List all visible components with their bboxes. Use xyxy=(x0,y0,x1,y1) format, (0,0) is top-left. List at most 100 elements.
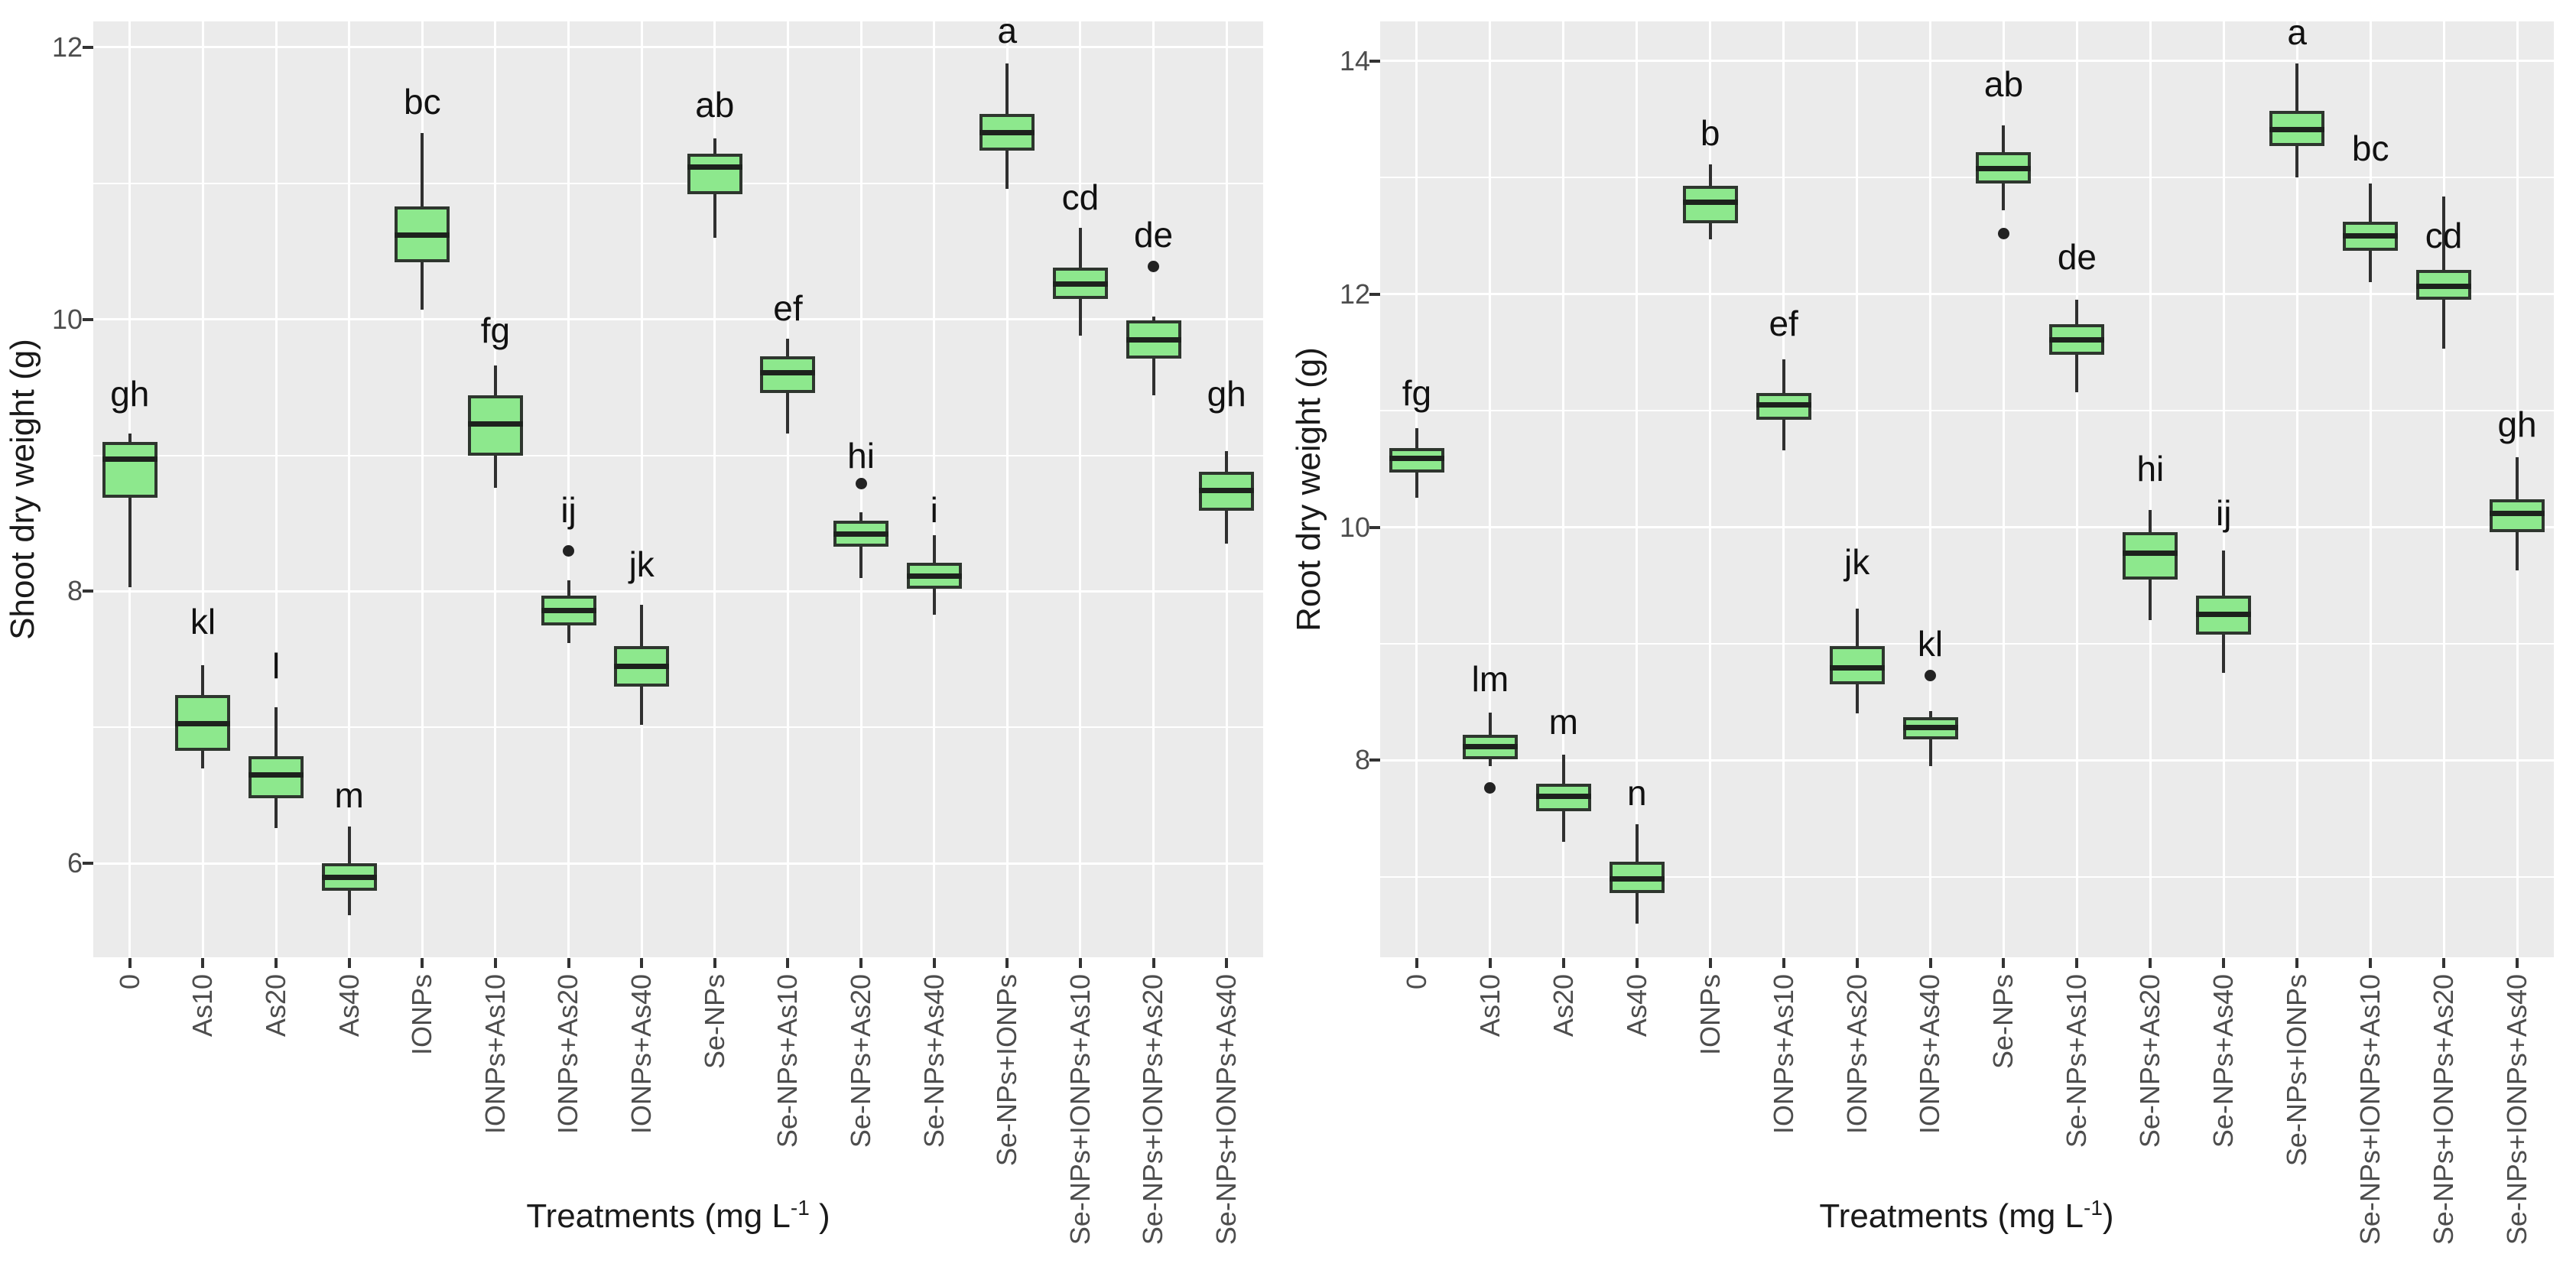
x-tick-label: Se-NPs+IONPs+As10 xyxy=(2354,974,2386,1246)
gridline-vertical xyxy=(1562,21,1565,957)
gridline-vertical xyxy=(2149,21,2152,957)
box-median xyxy=(1199,488,1255,494)
x-tick xyxy=(2516,958,2519,968)
box xyxy=(1829,646,1885,685)
significance-letter: i xyxy=(930,489,938,530)
box xyxy=(2123,531,2178,580)
x-tick xyxy=(1225,958,1229,968)
gridline-minor xyxy=(93,182,1263,184)
significance-letter: n xyxy=(1626,773,1647,814)
significance-letter: bc xyxy=(404,81,441,122)
x-tick xyxy=(201,958,205,968)
significance-letter: m xyxy=(1548,702,1579,742)
x-tick-label: IONPs+As20 xyxy=(1840,974,1873,1135)
x-tick xyxy=(1561,958,1565,968)
significance-letter: bc xyxy=(2351,128,2389,169)
y-tick-label: 6 xyxy=(67,847,83,879)
x-tick xyxy=(1415,958,1418,968)
x-tick-label: Se-NPs+As10 xyxy=(2061,974,2093,1148)
significance-letter: ij xyxy=(2216,493,2232,534)
box-median xyxy=(760,369,816,375)
gridline-minor xyxy=(1380,177,2554,179)
x-tick xyxy=(567,958,570,968)
x-tick-label: Se-NPs+IONPs+As20 xyxy=(1137,974,1169,1246)
x-tick xyxy=(1708,958,1712,968)
gridline-major xyxy=(93,46,1263,49)
significance-letter: kl xyxy=(1917,623,1944,664)
x-tick-label: IONPs+As20 xyxy=(552,974,584,1135)
x-tick-label: IONPs+As10 xyxy=(479,974,511,1135)
gridline-major xyxy=(93,590,1263,593)
x-tick xyxy=(347,958,351,968)
gridline-vertical xyxy=(1636,21,1639,957)
x-tick xyxy=(713,958,716,968)
gridline-vertical xyxy=(567,21,570,957)
gridline-vertical xyxy=(1152,21,1155,957)
x-axis-title-a-suffix: ) xyxy=(809,1197,830,1235)
significance-letter: m xyxy=(334,775,364,816)
significance-letter: cd xyxy=(2425,216,2463,256)
box-median xyxy=(1756,401,1811,408)
y-tick xyxy=(1369,59,1380,63)
box-median xyxy=(1682,199,1738,205)
significance-letter: gh xyxy=(2497,404,2537,445)
x-tick xyxy=(932,958,936,968)
x-tick xyxy=(421,958,424,968)
x-axis-title-b-sup: -1 xyxy=(2084,1196,2103,1220)
outlier-dot xyxy=(1925,669,1937,681)
x-tick-label: IONPs+As40 xyxy=(625,974,658,1135)
significance-letter: lm xyxy=(1471,658,1509,699)
x-tick-label: Se-NPs+IONPs+As10 xyxy=(1064,974,1096,1246)
x-tick-label: 0 xyxy=(1400,974,1432,990)
x-tick-label: Se-NPs+As40 xyxy=(918,974,950,1148)
x-axis-title-b-suffix: ) xyxy=(2102,1197,2114,1235)
box-median xyxy=(2416,283,2472,289)
y-tick-label: 14 xyxy=(1339,44,1370,76)
box-median xyxy=(2343,232,2399,239)
x-tick xyxy=(786,958,790,968)
x-tick xyxy=(2002,958,2006,968)
x-tick xyxy=(493,958,497,968)
box-median xyxy=(906,573,962,580)
x-tick-label: Se-NPs+IONPs+As20 xyxy=(2428,974,2460,1246)
significance-letter: de xyxy=(2057,236,2097,277)
x-tick-label: 0 xyxy=(113,974,145,990)
y-tick xyxy=(1369,525,1380,529)
significance-letter: kl xyxy=(190,601,216,641)
gridline-vertical xyxy=(2369,21,2372,957)
gridline-vertical xyxy=(274,21,278,957)
significance-letter: hi xyxy=(847,435,875,476)
gridline-vertical xyxy=(933,21,936,957)
gridline-vertical xyxy=(1489,21,1492,957)
gridline-major xyxy=(1380,60,2554,63)
gridline-minor xyxy=(1380,410,2554,412)
x-tick xyxy=(1782,958,1785,968)
x-tick-label: As10 xyxy=(1473,974,1506,1038)
x-tick-label: Se-NPs+IONPs xyxy=(2281,974,2313,1167)
x-tick xyxy=(128,958,132,968)
box-median xyxy=(2269,127,2325,133)
x-tick-label: Se-NPs+IONPs+As40 xyxy=(1210,974,1243,1246)
gridline-major xyxy=(1380,293,2554,296)
significance-letter: gh xyxy=(1207,374,1246,414)
gridline-vertical xyxy=(1079,21,1082,957)
gridline-major xyxy=(1380,526,2554,529)
box-median xyxy=(1829,665,1885,671)
significance-letter: fg xyxy=(480,310,511,350)
x-tick-label: Se-NPs+IONPs+As40 xyxy=(2501,974,2533,1246)
significance-letter: de xyxy=(1133,215,1174,255)
gridline-vertical xyxy=(2075,21,2078,957)
y-tick-label: 8 xyxy=(67,575,83,607)
x-tick xyxy=(1005,958,1009,968)
box xyxy=(102,441,158,498)
x-axis-title-a: Treatments (mg L-1 ) xyxy=(526,1196,830,1236)
gridline-vertical xyxy=(1709,21,1712,957)
x-tick-label: As40 xyxy=(333,974,365,1038)
x-tick-label: As20 xyxy=(260,974,292,1038)
x-tick xyxy=(2222,958,2226,968)
x-axis-title-a-sup: -1 xyxy=(790,1196,810,1220)
x-axis-title-b-text: Treatments (mg L xyxy=(1819,1197,2084,1235)
gridline-vertical xyxy=(713,21,716,957)
gridline-vertical xyxy=(201,21,204,957)
